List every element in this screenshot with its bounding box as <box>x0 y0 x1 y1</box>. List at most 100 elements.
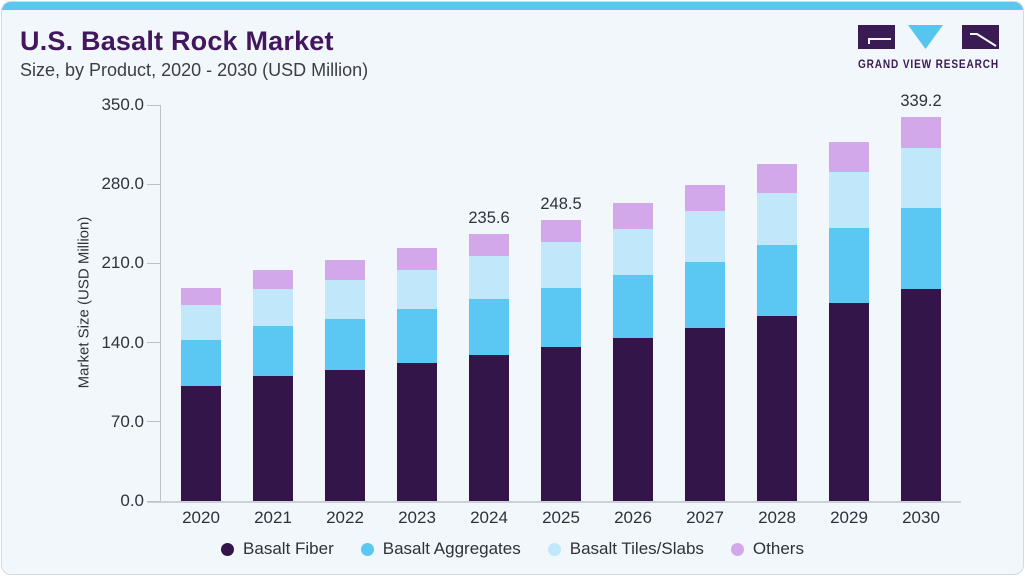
stacked-bar-2030 <box>901 117 941 501</box>
page-title: U.S. Basalt Rock Market <box>20 26 334 56</box>
stacked-bar-2025 <box>541 219 581 501</box>
stacked-bar-2021 <box>253 269 293 501</box>
bar-segment-2022-basalt-aggregates <box>325 319 365 371</box>
bar-segment-2027-basalt-tiles-slabs <box>685 211 725 262</box>
logo-g-glyph <box>868 38 891 44</box>
y-tick-mark <box>147 104 160 106</box>
bar-segment-2029-others <box>829 142 869 173</box>
y-tick-label: 70.0 <box>110 411 144 431</box>
bar-segment-2026-basalt-fiber <box>613 338 653 501</box>
bar-segment-2025-basalt-aggregates <box>541 287 581 347</box>
logo-v-triangle <box>908 25 943 49</box>
y-tick-label: 0.0 <box>120 491 144 510</box>
bar-segment-2020-basalt-fiber <box>181 386 221 501</box>
bar-segment-2020-basalt-tiles-slabs <box>181 305 221 340</box>
x-tick-label-2026: 2026 <box>614 508 652 527</box>
bar-segment-2023-basalt-tiles-slabs <box>397 269 437 310</box>
y-tick-mark <box>147 183 160 185</box>
legend-item-basalt-aggregates: Basalt Aggregates <box>360 539 521 559</box>
y-tick-mark <box>147 262 160 264</box>
bar-segment-2029-basalt-fiber <box>829 303 869 501</box>
y-tick-label: 140.0 <box>101 332 144 352</box>
grand-view-research-logo: GRAND VIEW RESEARCH <box>858 25 999 71</box>
y-axis-title: Market Size (USD Million) <box>75 216 93 389</box>
x-tick-label-2028: 2028 <box>758 508 796 527</box>
bar-segment-2030-others <box>901 117 941 149</box>
bar-segment-2030-basalt-tiles-slabs <box>901 148 941 208</box>
bar-segment-2027-basalt-fiber <box>685 328 725 501</box>
bar-segment-2026-others <box>613 203 653 230</box>
bar-segment-2020-others <box>181 288 221 306</box>
bar-segment-2023-basalt-aggregates <box>397 309 437 364</box>
stacked-bar-2023 <box>397 247 437 501</box>
legend-label: Basalt Aggregates <box>382 539 521 558</box>
bar-segment-2024-basalt-fiber <box>469 355 509 501</box>
x-tick-label-2023: 2023 <box>398 508 436 527</box>
bar-segment-2021-basalt-tiles-slabs <box>253 288 293 327</box>
data-label-2030: 339.2 <box>900 92 942 111</box>
legend-item-basalt-tiles-slabs: Basalt Tiles/Slabs <box>547 539 704 559</box>
bar-segment-2023-others <box>397 247 437 270</box>
stacked-bar-2024 <box>469 234 509 501</box>
legend-label: Basalt Fiber <box>243 539 334 558</box>
bar-segment-2026-basalt-tiles-slabs <box>613 229 653 276</box>
accent-strip <box>2 2 1023 10</box>
y-tick-mark <box>147 500 160 502</box>
x-tick-label-2020: 2020 <box>182 508 220 527</box>
bar-segment-2028-others <box>757 164 797 193</box>
bar-segment-2023-basalt-fiber <box>397 363 437 501</box>
legend-dot-icon <box>360 542 374 556</box>
bar-segment-2024-basalt-tiles-slabs <box>469 256 509 299</box>
x-tick-label-2021: 2021 <box>254 508 292 527</box>
stacked-bar-2028 <box>757 164 797 501</box>
y-tick-label: 350.0 <box>101 95 144 114</box>
legend-dot-icon <box>221 542 235 556</box>
page-subtitle: Size, by Product, 2020 - 2030 (USD Milli… <box>20 60 369 80</box>
logo-wordmark: GRAND VIEW RESEARCH <box>858 59 999 71</box>
y-tick-label: 210.0 <box>101 253 144 273</box>
bar-segment-2021-basalt-aggregates <box>253 326 293 376</box>
bar-segment-2021-others <box>253 269 293 289</box>
x-tick-label-2030: 2030 <box>902 508 940 527</box>
stacked-bar-2022 <box>325 259 365 501</box>
bar-segment-2027-others <box>685 184 725 212</box>
bar-segment-2026-basalt-aggregates <box>613 275 653 339</box>
legend-label: Basalt Tiles/Slabs <box>569 539 704 558</box>
bar-segment-2022-basalt-tiles-slabs <box>325 280 365 320</box>
bar-segment-2025-basalt-tiles-slabs <box>541 241 581 288</box>
bar-segment-2027-basalt-aggregates <box>685 261 725 329</box>
bar-segment-2022-basalt-fiber <box>325 370 365 501</box>
bar-segment-2028-basalt-fiber <box>757 316 797 501</box>
y-axis-line <box>160 105 161 502</box>
logo-r-glyph <box>970 33 997 47</box>
stacked-bar-2020 <box>181 288 221 501</box>
bar-segment-2022-others <box>325 259 365 281</box>
bar-segment-2030-basalt-fiber <box>901 288 941 501</box>
y-tick-label: 280.0 <box>101 174 144 194</box>
data-label-2024: 235.6 <box>468 209 510 228</box>
x-tick-label-2027: 2027 <box>686 508 724 527</box>
bar-segment-2025-others <box>541 219 581 242</box>
x-tick-label-2029: 2029 <box>830 508 868 527</box>
bar-segment-2024-others <box>469 234 509 257</box>
bar-segment-2025-basalt-fiber <box>541 346 581 501</box>
x-tick-label-2022: 2022 <box>326 508 364 527</box>
stacked-bar-2027 <box>685 184 725 501</box>
bar-segment-2028-basalt-aggregates <box>757 245 797 317</box>
stacked-bar-2029 <box>829 142 869 501</box>
bar-segment-2029-basalt-aggregates <box>829 228 869 303</box>
data-label-2025: 248.5 <box>540 194 582 213</box>
x-tick-label-2024: 2024 <box>470 508 508 527</box>
legend-label: Others <box>752 539 804 558</box>
legend-item-others: Others <box>730 539 804 559</box>
x-axis-line <box>147 501 961 503</box>
y-tick-mark <box>147 421 160 423</box>
bar-segment-2030-basalt-aggregates <box>901 207 941 289</box>
bar-segment-2020-basalt-aggregates <box>181 339 221 387</box>
x-tick-label-2025: 2025 <box>542 508 580 527</box>
bar-segment-2029-basalt-tiles-slabs <box>829 172 869 229</box>
y-tick-mark <box>147 342 160 344</box>
stacked-bar-2026 <box>613 203 653 501</box>
legend-item-basalt-fiber: Basalt Fiber <box>221 539 334 559</box>
